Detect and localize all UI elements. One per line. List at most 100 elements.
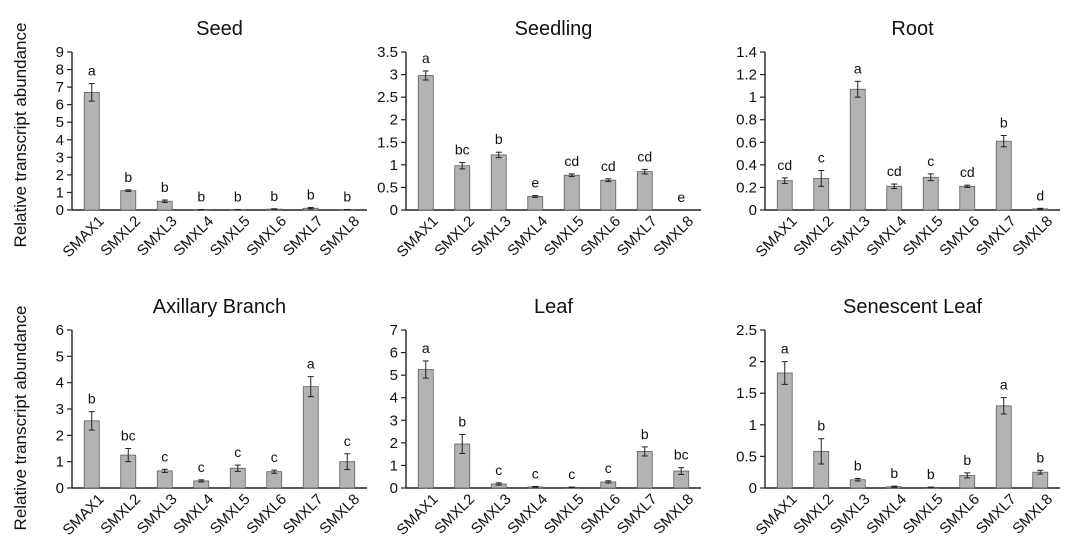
bar [418, 75, 433, 210]
significance-label: cd [637, 148, 652, 164]
significance-label: b [458, 414, 466, 430]
y-tick-label: 2 [56, 427, 64, 444]
significance-label: c [927, 153, 934, 169]
y-tick-label: 3.5 [377, 44, 398, 61]
y-tick-label: 1.5 [377, 134, 398, 151]
x-tick-label: SMXL4 [863, 491, 910, 538]
significance-label: d [1036, 187, 1044, 203]
x-tick-label: SMXL5 [541, 213, 588, 260]
y-tick-label: 2.5 [736, 322, 757, 339]
x-tick-label: SMXL7 [280, 213, 327, 260]
significance-label: b [963, 452, 971, 468]
y-tick-label: 1.4 [736, 44, 757, 61]
y-tick-label: 2 [749, 354, 757, 371]
significance-label: b [1000, 115, 1008, 131]
x-tick-label: SMXL7 [973, 213, 1020, 260]
x-tick-label: SMXL7 [280, 491, 327, 538]
y-tick-label: 7 [56, 79, 64, 96]
significance-label: cd [887, 163, 902, 179]
bar [850, 89, 865, 210]
significance-label: b [307, 187, 315, 203]
bar [996, 406, 1011, 488]
bar [267, 472, 282, 488]
y-tick-label: 6 [56, 322, 64, 339]
bar [84, 92, 99, 210]
significance-label: c [198, 459, 205, 475]
bar [491, 155, 506, 210]
x-tick-label: SMXL2 [431, 491, 478, 538]
x-tick-label: SMXL2 [790, 491, 837, 538]
significance-label: b [927, 466, 935, 482]
significance-label: c [161, 448, 168, 464]
bar [418, 370, 433, 489]
panel-title: Senescent Leaf [843, 296, 982, 318]
bar [777, 181, 792, 210]
significance-label: b [88, 391, 96, 407]
significance-label: cd [777, 157, 792, 173]
x-tick-label: SMXL6 [577, 491, 624, 538]
x-tick-label: SMXL2 [790, 213, 837, 260]
panel-title: Axillary Branch [153, 296, 286, 318]
x-tick-label: SMXL5 [207, 213, 254, 260]
significance-label: b [197, 188, 205, 204]
bar [996, 141, 1011, 210]
y-tick-label: 0 [390, 202, 398, 219]
significance-label: bc [674, 447, 689, 463]
y-tick-label: 0.8 [736, 112, 757, 129]
y-tick-label: 3 [390, 67, 398, 84]
y-tick-label: 2.5 [377, 89, 398, 106]
y-axis-label-top: Relative transcript abundance [11, 23, 30, 248]
y-tick-label: 0 [56, 480, 64, 497]
y-tick-label: 1.5 [736, 385, 757, 402]
x-tick-label: SMXL7 [973, 491, 1020, 538]
y-tick-label: 1 [749, 417, 757, 434]
y-tick-label: 3 [390, 412, 398, 429]
y-tick-label: 8 [56, 62, 64, 79]
panel-title: Root [891, 18, 934, 40]
significance-label: c [568, 466, 575, 482]
x-tick-label: SMXL2 [97, 213, 144, 260]
x-tick-label: SMXL5 [900, 491, 947, 538]
x-tick-label: SMXL8 [650, 213, 697, 260]
bar [960, 186, 975, 210]
bar [157, 471, 172, 488]
x-tick-label: SMAX1 [394, 213, 442, 261]
y-tick-label: 0 [56, 202, 64, 219]
bar [923, 177, 938, 210]
significance-label: b [343, 188, 351, 204]
y-tick-label: 1 [56, 184, 64, 201]
panel-title: Seedling [515, 18, 593, 40]
x-tick-label: SMXL3 [827, 213, 874, 260]
significance-label: b [161, 179, 169, 195]
y-tick-label: 0.4 [736, 157, 757, 174]
y-tick-label: 0 [749, 480, 757, 497]
x-tick-label: SMXL3 [134, 213, 181, 260]
bar [121, 191, 136, 210]
y-tick-label: 2 [56, 167, 64, 184]
x-tick-label: SMXL6 [936, 491, 983, 538]
bar [887, 186, 902, 210]
panel-title: Leaf [534, 296, 573, 318]
significance-label: e [677, 189, 685, 205]
significance-label: b [495, 131, 503, 147]
bar [637, 451, 652, 488]
significance-label: c [271, 449, 278, 465]
bar [455, 166, 470, 210]
significance-label: b [124, 169, 132, 185]
significance-label: a [781, 341, 789, 357]
significance-label: b [234, 188, 242, 204]
x-tick-label: SMXL8 [1009, 213, 1056, 260]
y-tick-label: 2 [390, 435, 398, 452]
x-tick-label: SMXL6 [243, 213, 290, 260]
x-tick-label: SMXL6 [936, 213, 983, 260]
y-tick-label: 0.5 [377, 179, 398, 196]
significance-label: a [88, 63, 96, 79]
significance-label: bc [121, 428, 136, 444]
x-tick-label: SMXL5 [541, 491, 588, 538]
significance-label: a [422, 50, 430, 66]
x-tick-label: SMXL8 [1009, 491, 1056, 538]
x-tick-label: SMXL6 [577, 213, 624, 260]
x-tick-label: SMXL2 [97, 491, 144, 538]
y-tick-label: 7 [390, 322, 398, 339]
x-tick-label: SMAX1 [753, 491, 801, 539]
